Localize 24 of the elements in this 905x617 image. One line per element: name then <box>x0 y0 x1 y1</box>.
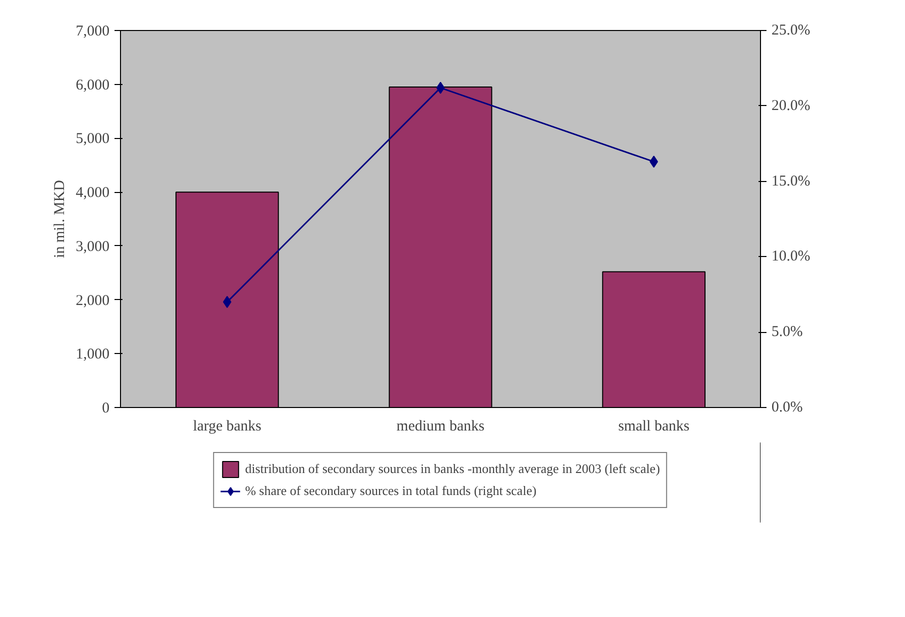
y2-tick-label: 20.0% <box>772 98 810 114</box>
y-tick-label: 7,000 <box>76 24 110 40</box>
y-tick-label: 0 <box>102 400 110 416</box>
bar <box>175 192 279 408</box>
y-tick-label: 4,000 <box>76 185 110 202</box>
y-tick-label: 1,000 <box>76 346 110 363</box>
x-tick-label: small banks <box>618 418 690 434</box>
x-tick-label: medium banks <box>396 418 485 434</box>
y2-tick-label: 10.0% <box>772 248 810 265</box>
y2-tick-label: 25.0% <box>772 22 810 38</box>
point <box>436 82 445 94</box>
y-tick-label: 2,000 <box>76 292 110 309</box>
x-tick-label: large banks <box>192 418 262 434</box>
legend-label: % share of secondary sources in total funds (right scale) <box>245 483 536 499</box>
y-axis-title: in mil. MKD <box>52 180 68 258</box>
y-tick-label: 5,000 <box>76 131 110 148</box>
y2-tick-label: 5.0% <box>772 324 803 340</box>
y-tick-label: 3,000 <box>76 238 110 255</box>
bar <box>602 271 706 408</box>
bar <box>388 86 492 408</box>
y2-tick-label: 0.0% <box>772 400 803 416</box>
y-tick-label: 6,000 <box>76 77 110 94</box>
y2-tick-label: 15.0% <box>772 173 810 190</box>
legend-label: distribution of secondary sources in banks -monthly average in 2003 (left scale) <box>245 461 660 477</box>
